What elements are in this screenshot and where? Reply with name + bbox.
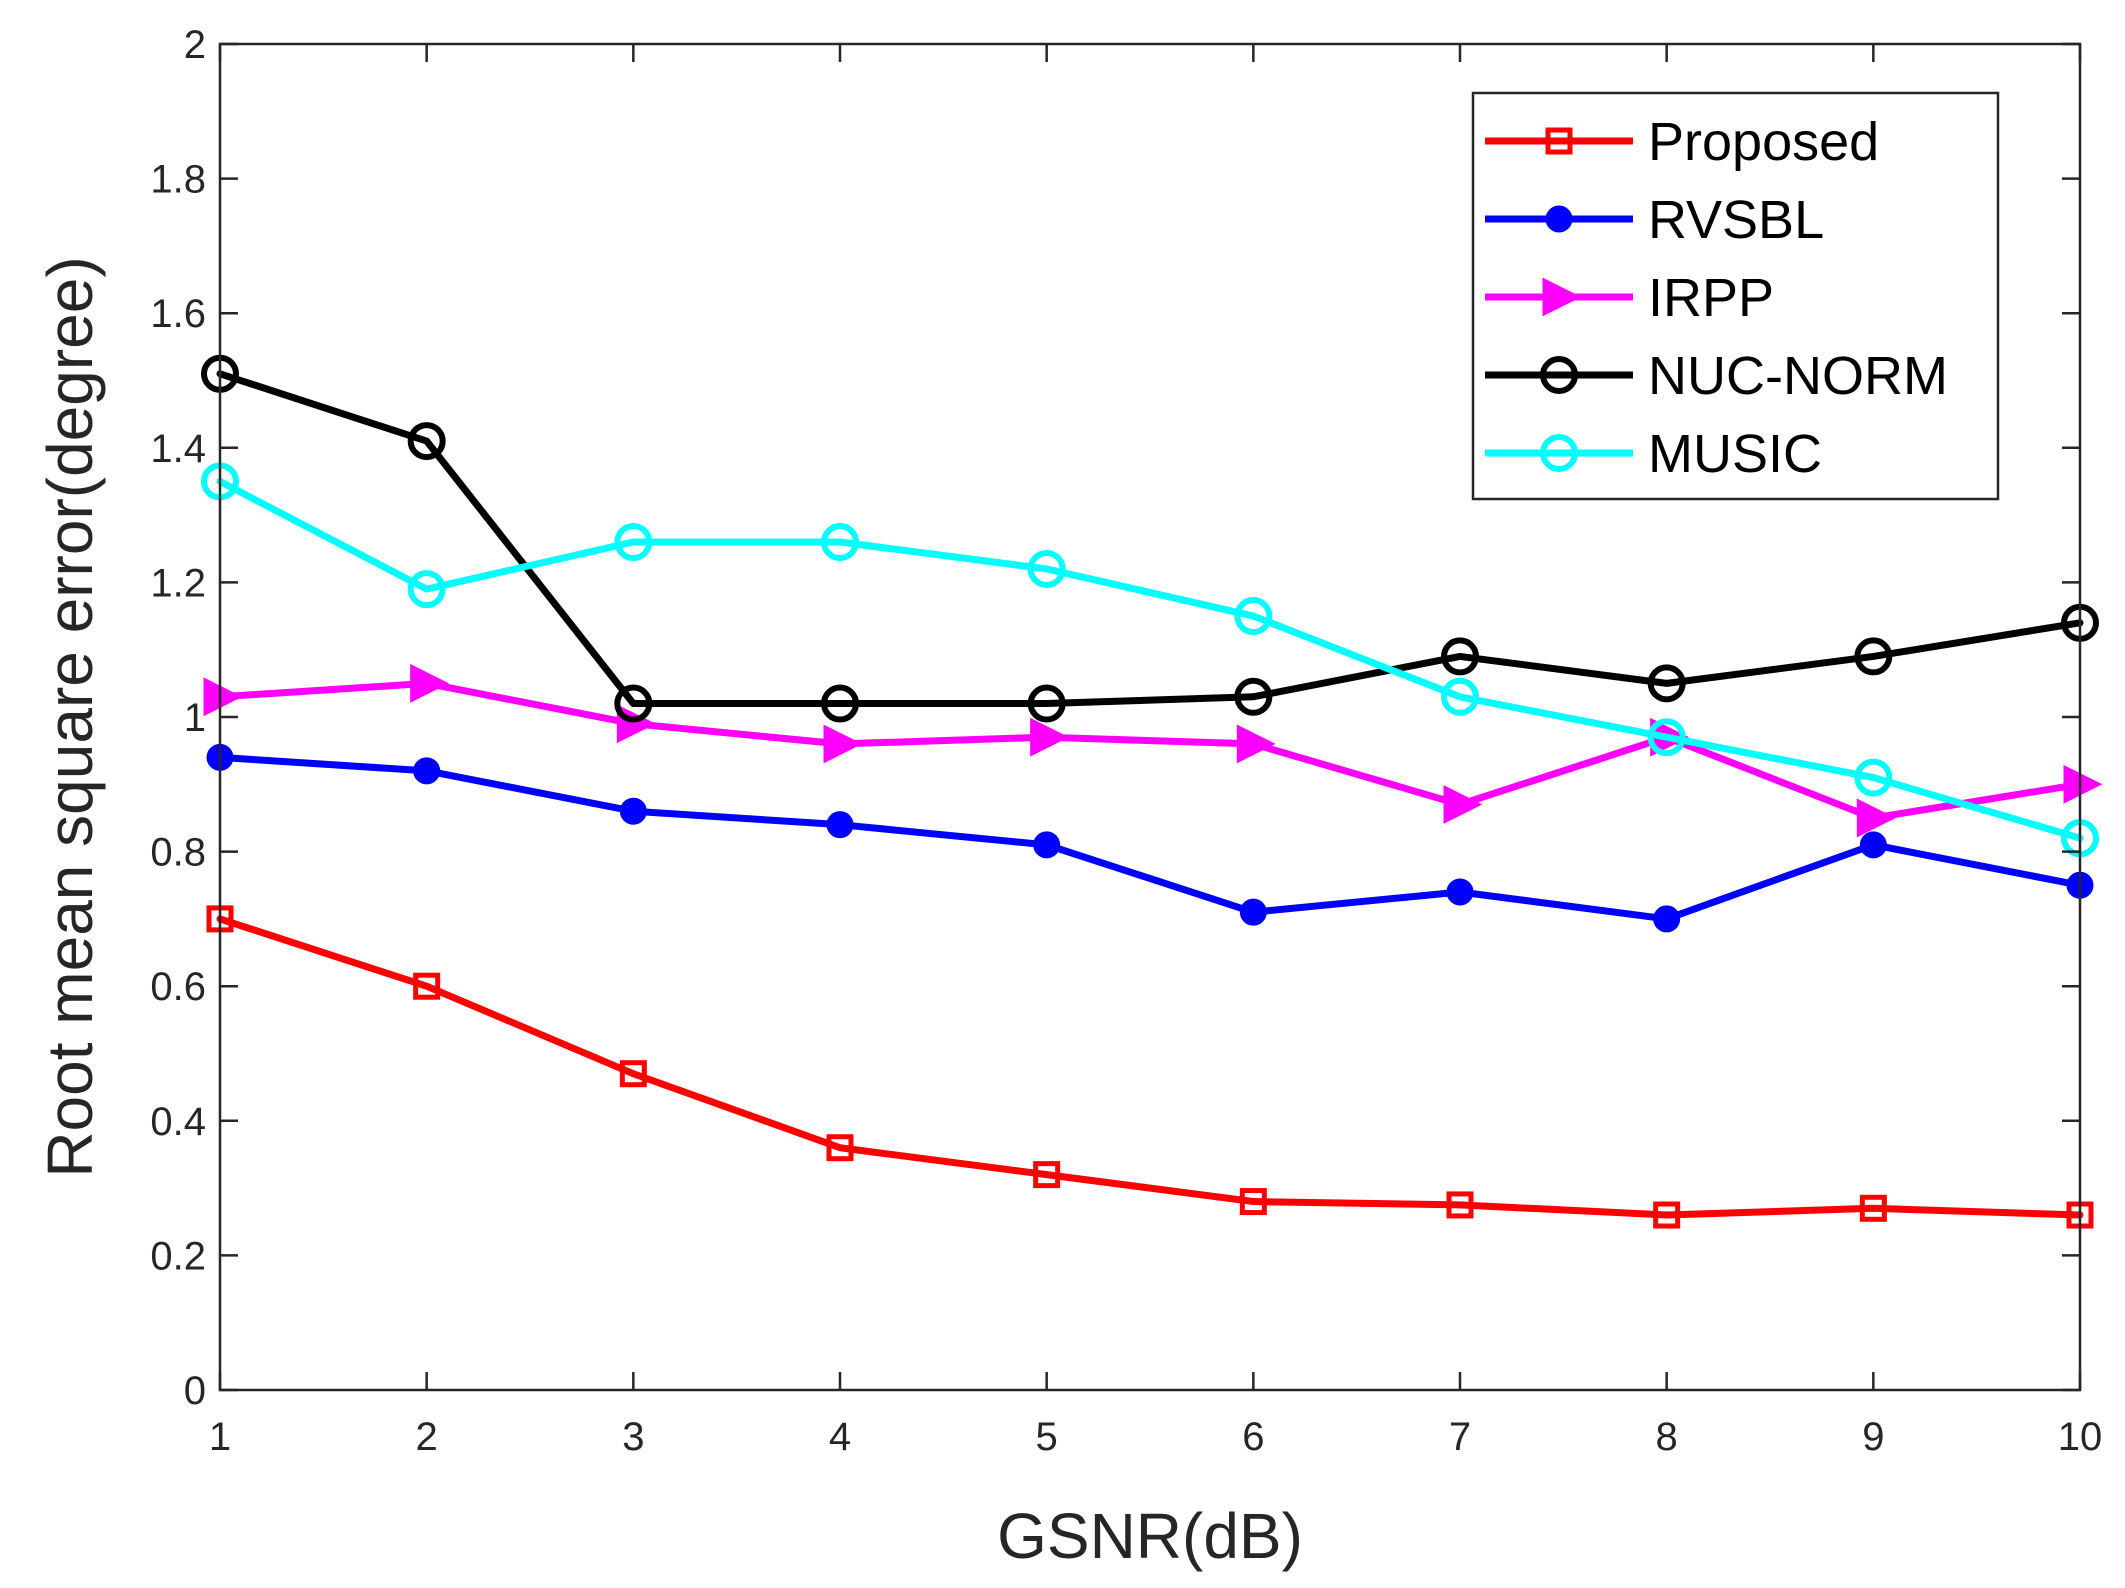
data-point-proposed <box>1653 1201 1681 1229</box>
data-point-music <box>821 523 859 562</box>
data-point-irpp <box>823 724 863 764</box>
data-point-rvsbl <box>1653 905 1681 933</box>
data-point-rvsbl <box>1239 898 1267 926</box>
data-point-irpp <box>2063 764 2103 804</box>
legend: Proposed RVSBL IRPP NUC-NORM MUSIC <box>1471 91 2000 501</box>
x-tick-label: 4 <box>829 1415 851 1459</box>
series-irpp <box>203 663 2103 838</box>
data-point-irpp <box>1236 724 1276 764</box>
data-point-rvsbl <box>1859 831 1887 859</box>
data-point-music <box>407 570 446 609</box>
data-point-rvsbl <box>826 811 854 839</box>
x-tick-label: 9 <box>1862 1415 1884 1459</box>
y-tick-label: 2 <box>184 23 206 67</box>
legend-marker-rvsbl <box>1545 205 1573 233</box>
x-axis-title: GSNR(dB) <box>997 1500 1303 1572</box>
legend-item-rvsbl: RVSBL <box>1485 190 1824 250</box>
legend-item-proposed: Proposed <box>1485 112 1879 172</box>
series-rvsbl <box>206 743 2094 933</box>
x-tick-label: 5 <box>1036 1415 1058 1459</box>
series-proposed <box>206 905 2094 1229</box>
data-point-music <box>1234 597 1273 636</box>
y-tick-label: 1.2 <box>150 561 206 605</box>
data-point-proposed <box>1033 1161 1061 1189</box>
legend-item-music: MUSIC <box>1485 424 1822 484</box>
data-point-irpp <box>203 677 243 717</box>
data-point-irpp <box>1443 785 1483 824</box>
data-point-rvsbl <box>619 797 647 825</box>
data-point-rvsbl <box>1446 878 1474 906</box>
data-point-proposed <box>1239 1188 1267 1216</box>
y-axis-title: Root mean square error(degree) <box>34 256 106 1177</box>
data-point-nuc-norm <box>1234 677 1273 716</box>
legend-label-irpp: IRPP <box>1648 268 1774 328</box>
y-tick-label: 1.8 <box>150 158 206 202</box>
legend-item-irpp: IRPP <box>1485 268 1774 328</box>
data-point-nuc-norm <box>614 684 653 723</box>
y-tick-label: 0.6 <box>150 965 206 1009</box>
data-point-proposed <box>413 972 441 1000</box>
x-tick-label: 6 <box>1242 1415 1264 1459</box>
legend-marker-proposed <box>1545 127 1573 155</box>
y-tick-label: 0.2 <box>150 1234 206 1278</box>
y-tick-label: 1 <box>184 696 206 740</box>
x-tick-label: 2 <box>416 1415 438 1459</box>
legend-marker-irpp <box>1542 277 1582 317</box>
data-point-rvsbl <box>1033 831 1061 859</box>
y-tick-label: 0 <box>184 1369 206 1413</box>
legend-label-music: MUSIC <box>1648 424 1822 484</box>
x-tick-label: 10 <box>2058 1415 2103 1459</box>
y-tick-label: 1.6 <box>150 292 206 336</box>
series-line-music <box>216 477 2084 842</box>
data-point-proposed <box>826 1134 854 1162</box>
x-tick-label: 8 <box>1656 1415 1678 1459</box>
y-tick-label: 0.4 <box>150 1100 206 1144</box>
y-tick-label: 0.8 <box>150 831 206 875</box>
ticks-layer: 1 2 3 4 5 6 7 8 9 10 0 0.2 0.4 0.6 0.8 1 1.2 1.4 1.6 1.8 2 <box>150 23 2102 1459</box>
data-point-nuc-norm <box>821 684 859 723</box>
series-line-proposed <box>216 915 2084 1219</box>
data-point-irpp <box>1030 717 1070 757</box>
data-point-irpp <box>410 663 450 703</box>
data-point-nuc-norm <box>1854 637 1893 676</box>
y-tick-label: 1.4 <box>150 427 206 471</box>
series-line-irpp <box>216 679 2084 822</box>
legend-marker-music <box>1540 434 1578 472</box>
data-point-proposed <box>1859 1194 1887 1222</box>
legend-item-nuc-norm: NUC-NORM <box>1485 346 1948 406</box>
series-line-rvsbl <box>216 753 2084 923</box>
data-point-music <box>1854 758 1893 797</box>
data-point-rvsbl <box>413 757 441 785</box>
data-point-music <box>614 523 653 562</box>
legend-label-proposed: Proposed <box>1648 112 1879 172</box>
legend-marker-nuc-norm <box>1540 356 1578 394</box>
x-tick-label: 7 <box>1449 1415 1471 1459</box>
data-point-music <box>1027 549 1066 588</box>
data-point-nuc-norm <box>1027 684 1066 723</box>
legend-label-nuc-norm: NUC-NORM <box>1648 346 1948 406</box>
data-point-proposed <box>1446 1191 1474 1219</box>
data-point-music <box>1647 718 1686 757</box>
data-point-nuc-norm <box>407 422 446 461</box>
x-tick-label: 3 <box>622 1415 644 1459</box>
x-tick-label: 1 <box>209 1415 231 1459</box>
data-point-music <box>1441 677 1479 716</box>
data-point-nuc-norm <box>1441 637 1479 676</box>
data-point-irpp <box>1856 798 1896 838</box>
data-point-nuc-norm <box>1647 664 1686 703</box>
legend-label-rvsbl: RVSBL <box>1648 190 1824 250</box>
data-point-proposed <box>619 1060 647 1088</box>
series-line-nuc-norm <box>216 370 2084 708</box>
